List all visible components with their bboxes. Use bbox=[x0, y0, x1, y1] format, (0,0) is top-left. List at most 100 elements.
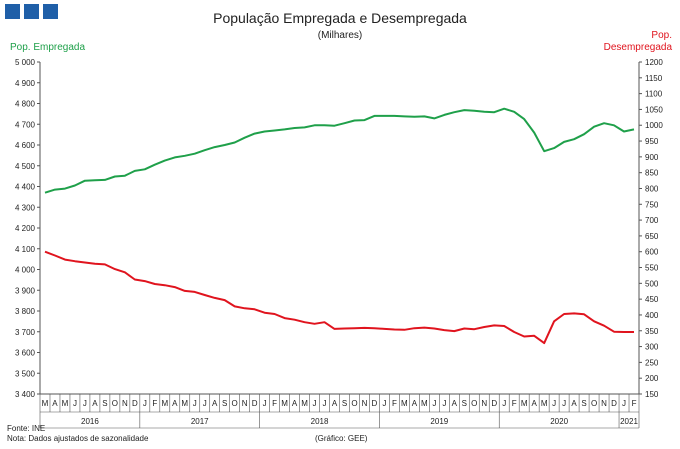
logo-block-1 bbox=[5, 4, 20, 19]
month-label: J bbox=[442, 399, 446, 408]
right-tick-label: 850 bbox=[645, 169, 659, 178]
month-label: M bbox=[521, 399, 528, 408]
year-label: 2017 bbox=[191, 417, 209, 426]
month-label: F bbox=[152, 399, 157, 408]
month-label: J bbox=[622, 399, 626, 408]
left-tick-label: 4 700 bbox=[15, 120, 36, 129]
right-tick-label: 400 bbox=[645, 311, 659, 320]
left-tick-label: 4 500 bbox=[15, 162, 36, 171]
year-label: 2021 bbox=[620, 417, 638, 426]
month-label: M bbox=[281, 399, 288, 408]
logo-block-2 bbox=[24, 4, 39, 19]
left-tick-label: 3 400 bbox=[15, 390, 36, 399]
footer-note: Nota: Dados ajustados de sazonalidade bbox=[7, 434, 149, 443]
right-tick-label: 600 bbox=[645, 248, 659, 257]
month-label: J bbox=[313, 399, 317, 408]
month-label: A bbox=[412, 399, 418, 408]
year-label: 2019 bbox=[430, 417, 448, 426]
month-label: D bbox=[372, 399, 378, 408]
month-label: M bbox=[161, 399, 168, 408]
month-label: A bbox=[332, 399, 338, 408]
left-tick-label: 3 900 bbox=[15, 286, 36, 295]
left-tick-label: 3 700 bbox=[15, 328, 36, 337]
year-label: 2020 bbox=[550, 417, 568, 426]
right-tick-label: 1000 bbox=[645, 121, 663, 130]
right-tick-label: 1100 bbox=[645, 90, 663, 99]
month-label: J bbox=[73, 399, 77, 408]
series-line-unemployed bbox=[44, 250, 634, 345]
left-tick-label: 4 300 bbox=[15, 203, 36, 212]
chart-title: População Empregada e Desempregada bbox=[213, 10, 467, 26]
left-tick-label: 5 000 bbox=[15, 58, 36, 67]
month-label: N bbox=[601, 399, 607, 408]
month-label: A bbox=[52, 399, 58, 408]
month-label: J bbox=[203, 399, 207, 408]
month-label: N bbox=[122, 399, 128, 408]
month-label: J bbox=[263, 399, 267, 408]
left-tick-label: 4 000 bbox=[15, 266, 36, 275]
month-label: F bbox=[632, 399, 637, 408]
month-label: O bbox=[591, 399, 597, 408]
chart-subtitle: (Milhares) bbox=[317, 30, 363, 41]
month-label: S bbox=[342, 399, 347, 408]
right-tick-label: 200 bbox=[645, 374, 659, 383]
month-label: O bbox=[232, 399, 238, 408]
month-label: J bbox=[502, 399, 506, 408]
month-label: N bbox=[481, 399, 487, 408]
month-label: S bbox=[102, 399, 107, 408]
left-axis-label: Pop. Empregada bbox=[10, 42, 86, 53]
month-label: A bbox=[212, 399, 218, 408]
month-label: J bbox=[552, 399, 556, 408]
month-label: S bbox=[222, 399, 227, 408]
right-tick-label: 800 bbox=[645, 184, 659, 193]
month-label: N bbox=[242, 399, 248, 408]
right-tick-label: 350 bbox=[645, 327, 659, 336]
right-tick-label: 750 bbox=[645, 200, 659, 209]
month-label: A bbox=[571, 399, 577, 408]
month-label: M bbox=[401, 399, 408, 408]
right-tick-label: 550 bbox=[645, 264, 659, 273]
right-tick-label: 450 bbox=[645, 295, 659, 304]
footer-credit: (Gráfico: GEE) bbox=[315, 434, 368, 443]
month-label: A bbox=[92, 399, 98, 408]
year-label: 2016 bbox=[81, 417, 99, 426]
right-axis-label-line2: Desempregada bbox=[603, 42, 672, 53]
month-label: A bbox=[452, 399, 458, 408]
right-tick-label: 650 bbox=[645, 232, 659, 241]
month-label: S bbox=[462, 399, 467, 408]
left-tick-label: 3 600 bbox=[15, 349, 36, 358]
right-tick-label: 250 bbox=[645, 358, 659, 367]
logo-block-3 bbox=[43, 4, 58, 19]
month-label: J bbox=[382, 399, 386, 408]
right-tick-label: 1150 bbox=[645, 74, 663, 83]
left-tick-label: 3 500 bbox=[15, 369, 36, 378]
left-tick-label: 4 400 bbox=[15, 183, 36, 192]
month-label: J bbox=[193, 399, 197, 408]
month-label: O bbox=[112, 399, 118, 408]
right-axis-label: Pop. Desempregada bbox=[604, 30, 672, 54]
right-tick-label: 900 bbox=[645, 153, 659, 162]
month-label: J bbox=[562, 399, 566, 408]
month-label: F bbox=[512, 399, 517, 408]
month-label: M bbox=[62, 399, 69, 408]
left-tick-label: 4 900 bbox=[15, 79, 36, 88]
month-label: S bbox=[581, 399, 586, 408]
month-label: M bbox=[301, 399, 308, 408]
right-axis-label-line1: Pop. bbox=[651, 30, 672, 41]
month-label: J bbox=[323, 399, 327, 408]
month-label: A bbox=[172, 399, 178, 408]
month-label: M bbox=[42, 399, 49, 408]
month-label: O bbox=[351, 399, 357, 408]
left-tick-label: 4 800 bbox=[15, 100, 36, 109]
left-tick-label: 4 600 bbox=[15, 141, 36, 150]
month-label: O bbox=[471, 399, 477, 408]
left-tick-label: 4 200 bbox=[15, 224, 36, 233]
right-tick-label: 700 bbox=[645, 216, 659, 225]
right-tick-label: 150 bbox=[645, 390, 659, 399]
month-label: A bbox=[532, 399, 538, 408]
right-tick-label: 500 bbox=[645, 279, 659, 288]
footer-source: Fonte: INE bbox=[7, 424, 46, 433]
month-label: D bbox=[132, 399, 138, 408]
month-label: D bbox=[611, 399, 617, 408]
